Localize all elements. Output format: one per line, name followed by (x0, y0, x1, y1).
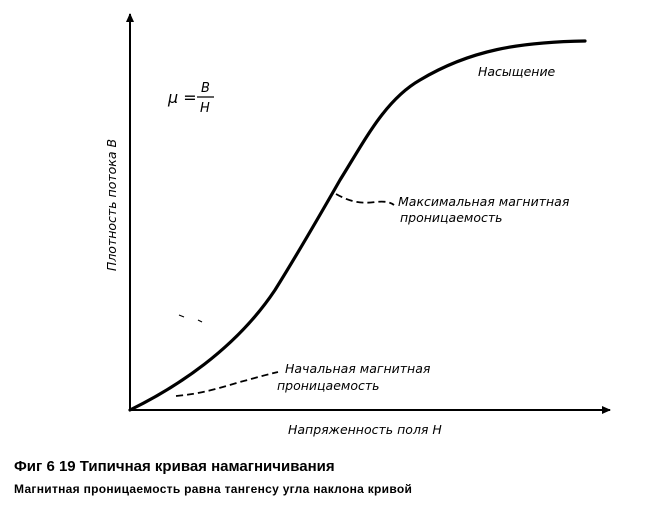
saturation-label: Насыщение (478, 64, 556, 79)
initial-permeability-label-line2: проницаемость (277, 378, 380, 393)
formula-lhs: μ = (167, 88, 197, 107)
initial-permeability-label-line1: Начальная магнитная (285, 361, 431, 376)
max-permeability-label-line1: Максимальная магнитная (398, 194, 570, 209)
max-permeability-leader (335, 193, 395, 206)
formula-numerator: B (201, 81, 210, 96)
caption-subtitle: Магнитная проницаемость равна тангенсу у… (14, 482, 413, 496)
max-permeability-label-line2: проницаемость (400, 210, 503, 225)
x-axis-label: Напряженность поля H (288, 422, 442, 437)
magnetization-curve (128, 39, 587, 412)
y-axis-label: Плотность потока B (104, 139, 119, 271)
scan-specks (178, 314, 203, 323)
initial-permeability-leader (175, 371, 279, 397)
caption-title: Фиг 6 19 Типичная кривая намагничивания (14, 458, 335, 475)
formula-denominator: H (200, 101, 210, 116)
permeability-formula: μ = B H (167, 81, 214, 116)
